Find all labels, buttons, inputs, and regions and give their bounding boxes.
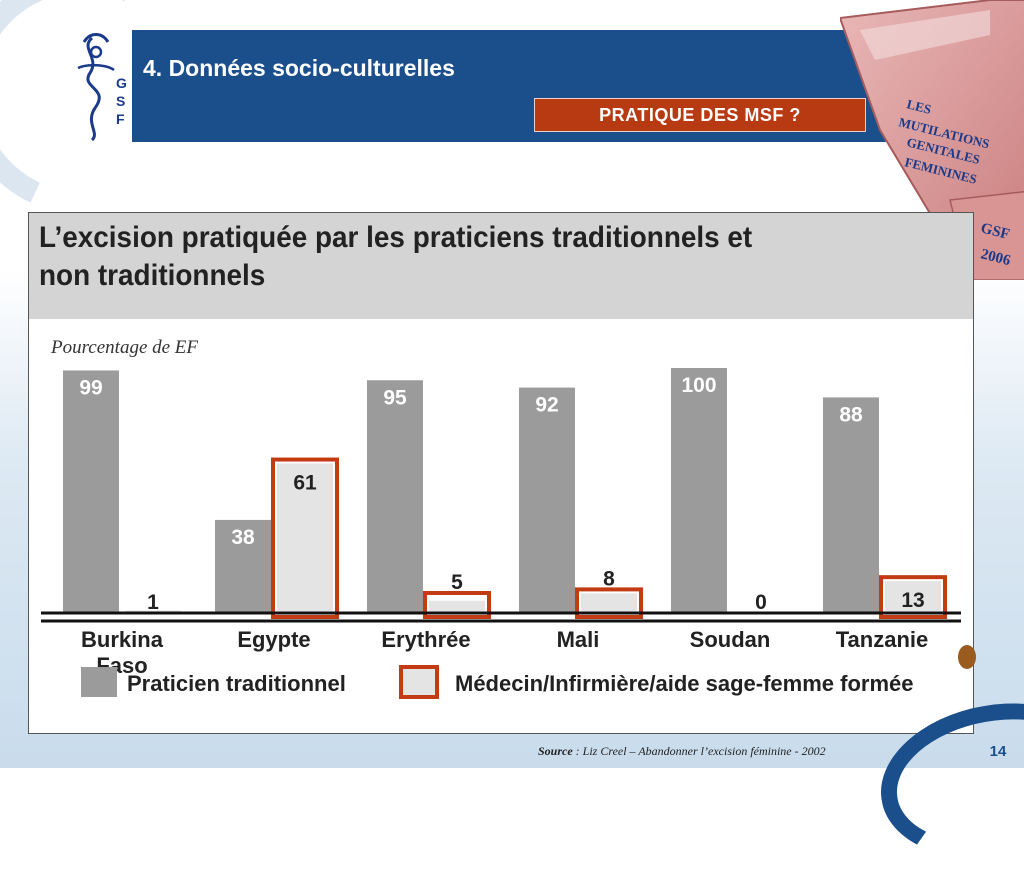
- chart-title-line: L’excision pratiquée par les praticiens …: [39, 221, 753, 254]
- book-spine-text: GSF: [979, 220, 1011, 243]
- bar-value-label: 100: [681, 374, 716, 397]
- chart-title-line: non traditionnels: [39, 259, 266, 292]
- bar-traditional: [823, 397, 879, 613]
- bar-value-label: 92: [535, 394, 558, 417]
- bar-value-label: 95: [383, 386, 407, 409]
- logo-letter: G: [116, 75, 127, 91]
- source-text: : Liz Creel – Abandonner l’excision fémi…: [572, 744, 826, 758]
- page-number: 14: [989, 742, 1007, 760]
- bar-trained: [885, 581, 941, 613]
- bar-value-label: 88: [839, 403, 863, 426]
- bar-value-label: 0: [755, 591, 767, 614]
- bar-trained: [581, 593, 637, 613]
- logo-letter: F: [116, 111, 125, 127]
- logo-letter: S: [116, 93, 125, 109]
- bar-chart: 991BurkinaFaso3861Egypte955Erythrée928Ma…: [41, 368, 961, 699]
- highlight-box: [271, 457, 339, 619]
- category-label: Egypte: [237, 627, 310, 652]
- bar-traditional: [215, 519, 271, 613]
- chart-title: L’excision pratiquée par les praticiens …: [39, 219, 899, 295]
- bar-value-label: 1: [147, 591, 159, 614]
- category-label: Tanzanie: [836, 627, 929, 652]
- gsf-logo: G S F: [77, 33, 127, 142]
- chart-figure: L’excision pratiquée par les praticiens …: [28, 212, 974, 734]
- book-text: LES: [905, 96, 932, 117]
- y-axis-label: Pourcentage de EF: [51, 337, 199, 358]
- legend-swatch-traditional: [81, 667, 117, 697]
- highlight-box: [879, 575, 947, 619]
- slide-title: 4. Données socio-culturelles: [143, 55, 455, 81]
- bar-value-label: 8: [603, 567, 615, 590]
- source-label: Source: [538, 744, 573, 758]
- source-citation: Source : Liz Creel – Abandonner l’excisi…: [538, 744, 826, 759]
- bar-value-label: 13: [901, 589, 924, 612]
- bar-trained: [429, 600, 485, 613]
- legend-swatch-trained: [399, 665, 439, 699]
- category-label: Burkina: [81, 627, 164, 652]
- bar-value-label: 5: [451, 571, 463, 594]
- bar-traditional: [63, 370, 119, 613]
- bar-traditional: [367, 380, 423, 613]
- bar-traditional: [519, 387, 575, 613]
- bar-value-label: 61: [293, 472, 317, 495]
- legend-label: Praticien traditionnel: [127, 671, 346, 696]
- highlight-box: [423, 591, 491, 619]
- book-illustration: LES MUTILATIONS GENITALES FEMININES GSF …: [840, 0, 1024, 280]
- chart-title-band: [29, 213, 973, 319]
- highlight-box: [575, 587, 643, 619]
- category-label: Mali: [557, 627, 600, 652]
- bar-trained: [277, 463, 333, 613]
- decorative-dot: [958, 645, 976, 669]
- category-label: Soudan: [690, 627, 771, 652]
- bar-value-label: 38: [231, 526, 255, 549]
- question-badge: PRATIQUE DES MSF ?: [534, 98, 866, 132]
- legend-label: Médecin/Infirmière/aide sage-femme formé…: [455, 671, 914, 696]
- book-spine-text: 2006: [979, 246, 1012, 269]
- bar-value-label: 99: [79, 376, 102, 399]
- category-label: Erythrée: [381, 627, 470, 652]
- bar-traditional: [671, 368, 727, 613]
